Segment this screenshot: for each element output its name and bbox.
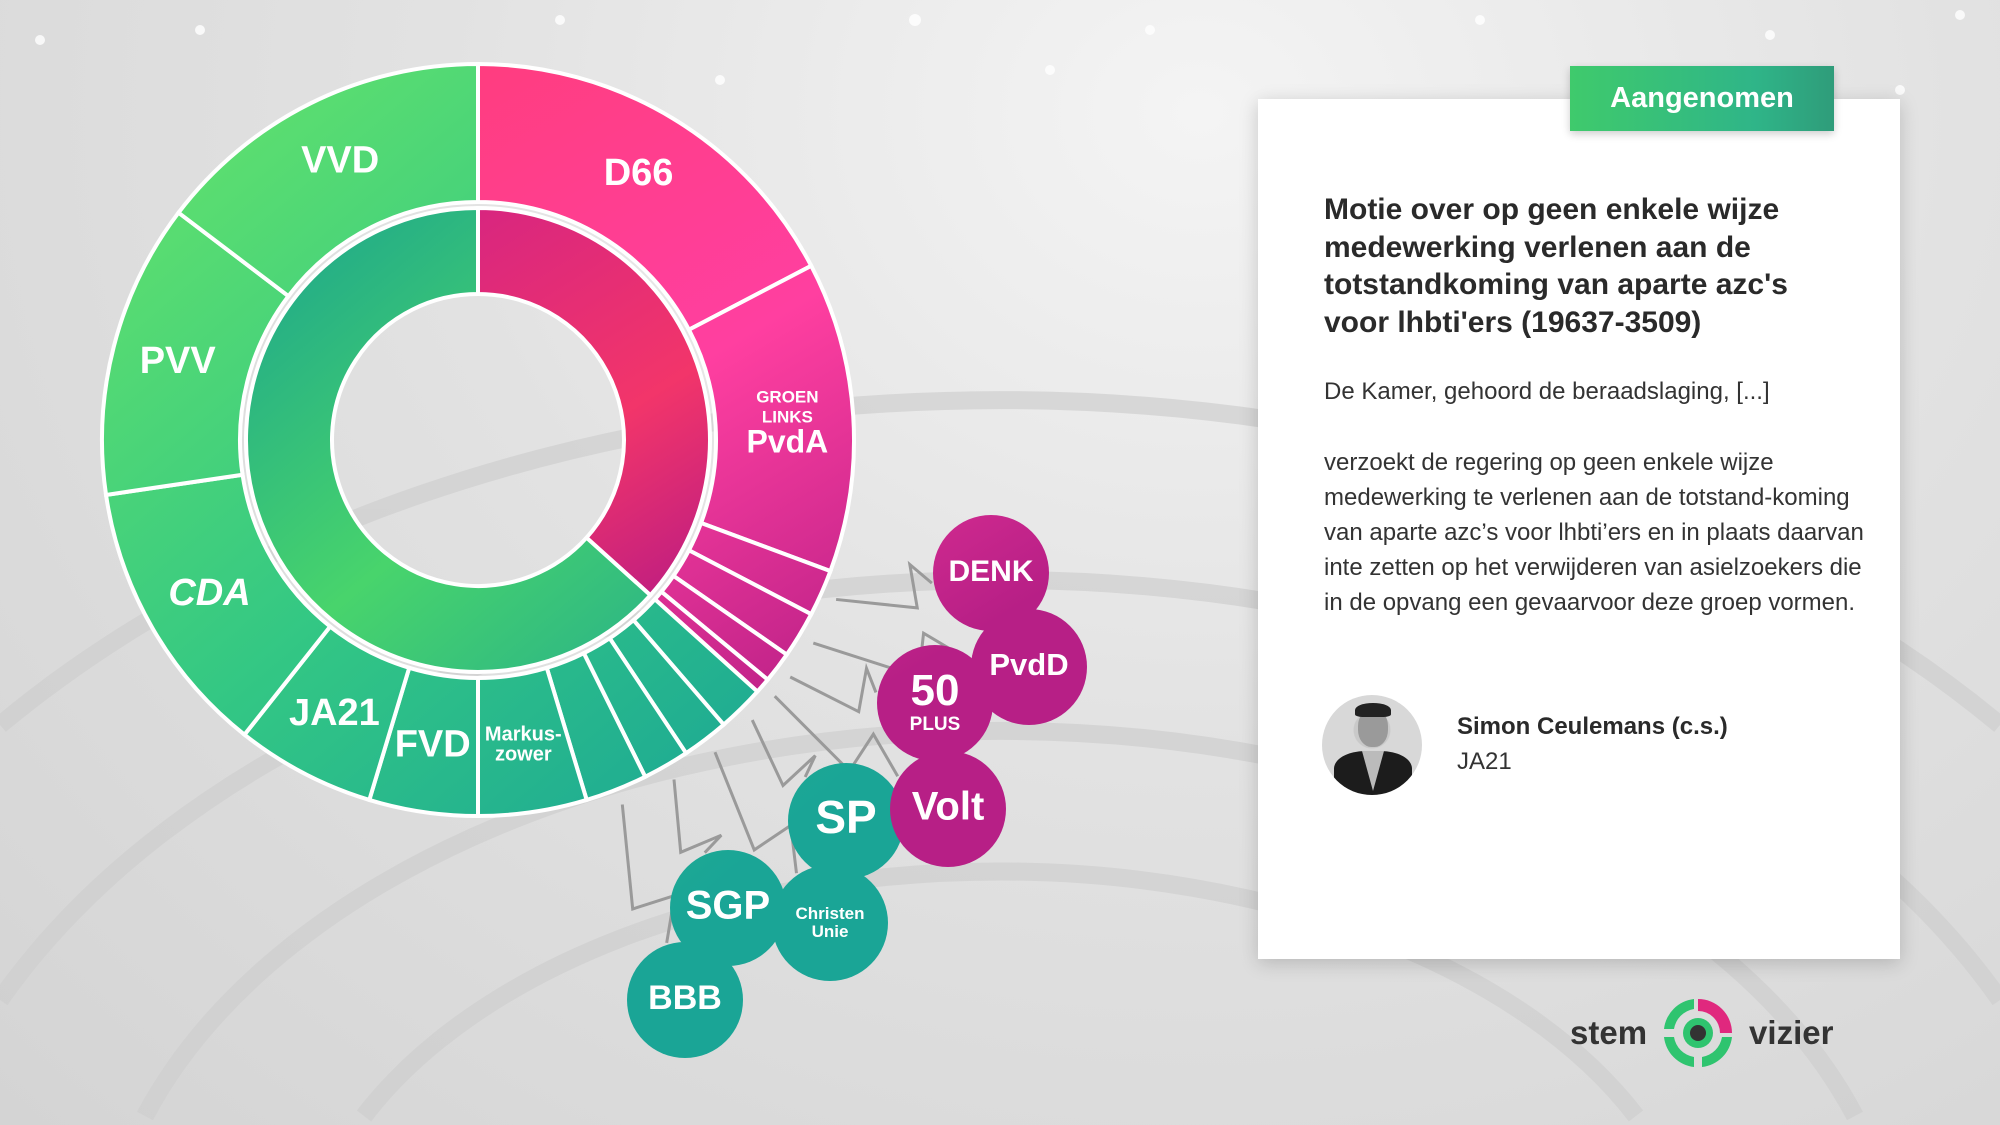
- bubble-circle: [971, 609, 1087, 725]
- label-ja21: JA21: [289, 692, 380, 734]
- label-groen-links-pvda: GROEN LINKS PvdA: [746, 388, 828, 460]
- bubble-christen-unie[interactable]: Christen Unie: [772, 865, 888, 981]
- connector-line: [620, 804, 677, 944]
- bubble-label: 50 PLUS: [910, 666, 961, 735]
- segment-d66[interactable]: [476, 61, 814, 333]
- vizier-target-icon: [1664, 999, 1733, 1067]
- logo-text-left: stem: [1570, 1014, 1648, 1051]
- logo-text-right: vizier: [1749, 1014, 1834, 1051]
- connector-line: [672, 779, 723, 855]
- bubble-label: SP: [815, 791, 876, 843]
- motion-body: verzoekt de regering op geen enkele wijz…: [1324, 449, 1864, 616]
- bubble-circle: [890, 751, 1006, 867]
- label-cda: CDA: [168, 572, 250, 614]
- bubble-pvdd[interactable]: PvdD: [971, 609, 1087, 725]
- bubble-label: BBB: [648, 979, 722, 1017]
- motion-title: Motie over op geen enkele wijze medewerk…: [1324, 193, 1788, 339]
- connector-line: [773, 695, 900, 778]
- bubble-label: PvdD: [989, 647, 1068, 682]
- bubble-circle: [670, 850, 786, 966]
- bubble-label: Christen Unie: [796, 904, 865, 941]
- bubble-50-plus[interactable]: 50 PLUS: [877, 645, 993, 761]
- motion-intro: De Kamer, gehoord de beraadslaging, [...…: [1324, 378, 1770, 405]
- inner-ring-for: [244, 205, 654, 674]
- label-markus-zower: Markus-zower: [485, 724, 562, 766]
- bubble-circle: [788, 763, 904, 879]
- bubble-circle: [772, 865, 888, 981]
- connector-line: [835, 560, 933, 610]
- bubble-sp[interactable]: SP: [788, 763, 904, 879]
- bubble-label: SGP: [686, 884, 770, 928]
- label-d66: D66: [604, 152, 674, 194]
- bubble-sgp[interactable]: SGP: [670, 850, 786, 966]
- bubble-circle: [933, 515, 1049, 631]
- inner-ring-against: [476, 205, 712, 599]
- submitter-avatar: [1322, 695, 1422, 795]
- status-badge: Aangenomen: [1570, 66, 1834, 131]
- label-pvv: PVV: [140, 340, 217, 382]
- submitter-party: JA21: [1457, 748, 1512, 775]
- connector-line: [713, 751, 798, 874]
- segment-vvd[interactable]: [175, 61, 480, 299]
- label-vvd: VVD: [301, 139, 379, 181]
- connector-line: [750, 719, 817, 789]
- bubble-denk[interactable]: DENK: [933, 515, 1049, 631]
- stemvizier-logo[interactable]: stem vizier: [1570, 998, 1833, 1068]
- submitter-name: Simon Ceulemans (c.s.): [1457, 713, 1728, 740]
- bubble-label: DENK: [948, 555, 1033, 588]
- bubble-volt[interactable]: Volt: [890, 751, 1006, 867]
- label-fvd: FVD: [395, 724, 471, 766]
- motion-card: Motie over op geen enkele wijze medewerk…: [1258, 99, 1900, 959]
- bubble-label: Volt: [912, 785, 985, 829]
- bubble-circle: [877, 645, 993, 761]
- bubble-bbb[interactable]: BBB: [627, 942, 743, 1058]
- bubble-circle: [627, 942, 743, 1058]
- connector-line: [789, 662, 878, 714]
